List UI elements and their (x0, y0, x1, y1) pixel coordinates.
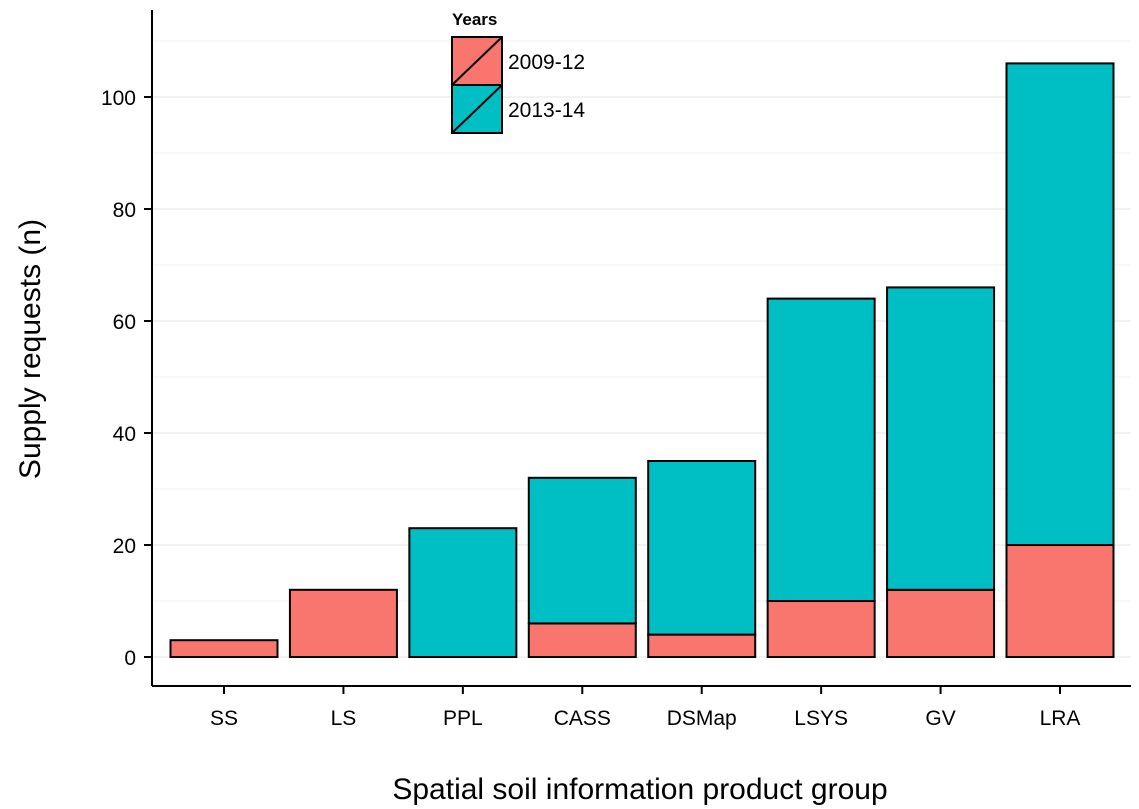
bar-SS-2009-12 (169, 639, 279, 659)
bar-LRA-2013-14 (1005, 62, 1115, 547)
x-tick-label: GV (925, 707, 955, 730)
x-tick-label: LS (331, 707, 357, 730)
legend-label: 2013-14 (508, 99, 585, 122)
x-tick-label: PPL (443, 707, 483, 730)
bar-LSYS-2013-14 (766, 297, 876, 602)
legend: Years 2009-12 2013-14 (451, 10, 585, 134)
y-ticks: 0 20 40 60 80 100 (101, 87, 152, 670)
bar-LSYS-2009-12 (766, 600, 876, 658)
bar-LRA-2009-12 (1005, 544, 1115, 658)
y-tick-label: 20 (113, 535, 136, 558)
legend-items: 2009-12 2013-14 (451, 36, 585, 134)
x-ticks: SS LS PPL CASS DSMap LSYS GV LRA (210, 686, 1080, 730)
x-tick-label: CASS (554, 707, 611, 730)
y-axis-title: Supply requests (n) (14, 219, 47, 479)
y-tick-label: 60 (113, 311, 136, 334)
axes (151, 10, 1131, 687)
bar-PPL-2013-14 (408, 527, 518, 659)
bar-CASS-2013-14 (527, 476, 637, 625)
bar-GV-2009-12 (886, 588, 996, 658)
legend-label: 2009-12 (508, 51, 585, 74)
y-tick-label: 0 (124, 647, 136, 670)
legend-title: Years (452, 10, 497, 29)
x-tick-label: LRA (1040, 707, 1081, 730)
y-tick-label: 40 (113, 423, 136, 446)
x-tick-label: DSMap (667, 707, 737, 730)
x-tick-label: LSYS (794, 707, 848, 730)
bars (169, 62, 1115, 659)
bar-CASS-2009-12 (527, 622, 637, 659)
x-tick-label: SS (210, 707, 238, 730)
bar-GV-2013-14 (886, 286, 996, 591)
y-tick-label: 80 (113, 199, 136, 222)
bar-LS-2009-12 (288, 588, 398, 658)
bar-DSMap-2013-14 (647, 460, 757, 636)
legend-key-slash (452, 37, 502, 85)
legend-key-slash (452, 85, 502, 133)
x-axis-title: Spatial soil information product group (392, 773, 887, 806)
bar-DSMap-2009-12 (647, 633, 757, 658)
y-tick-label: 100 (101, 87, 136, 110)
